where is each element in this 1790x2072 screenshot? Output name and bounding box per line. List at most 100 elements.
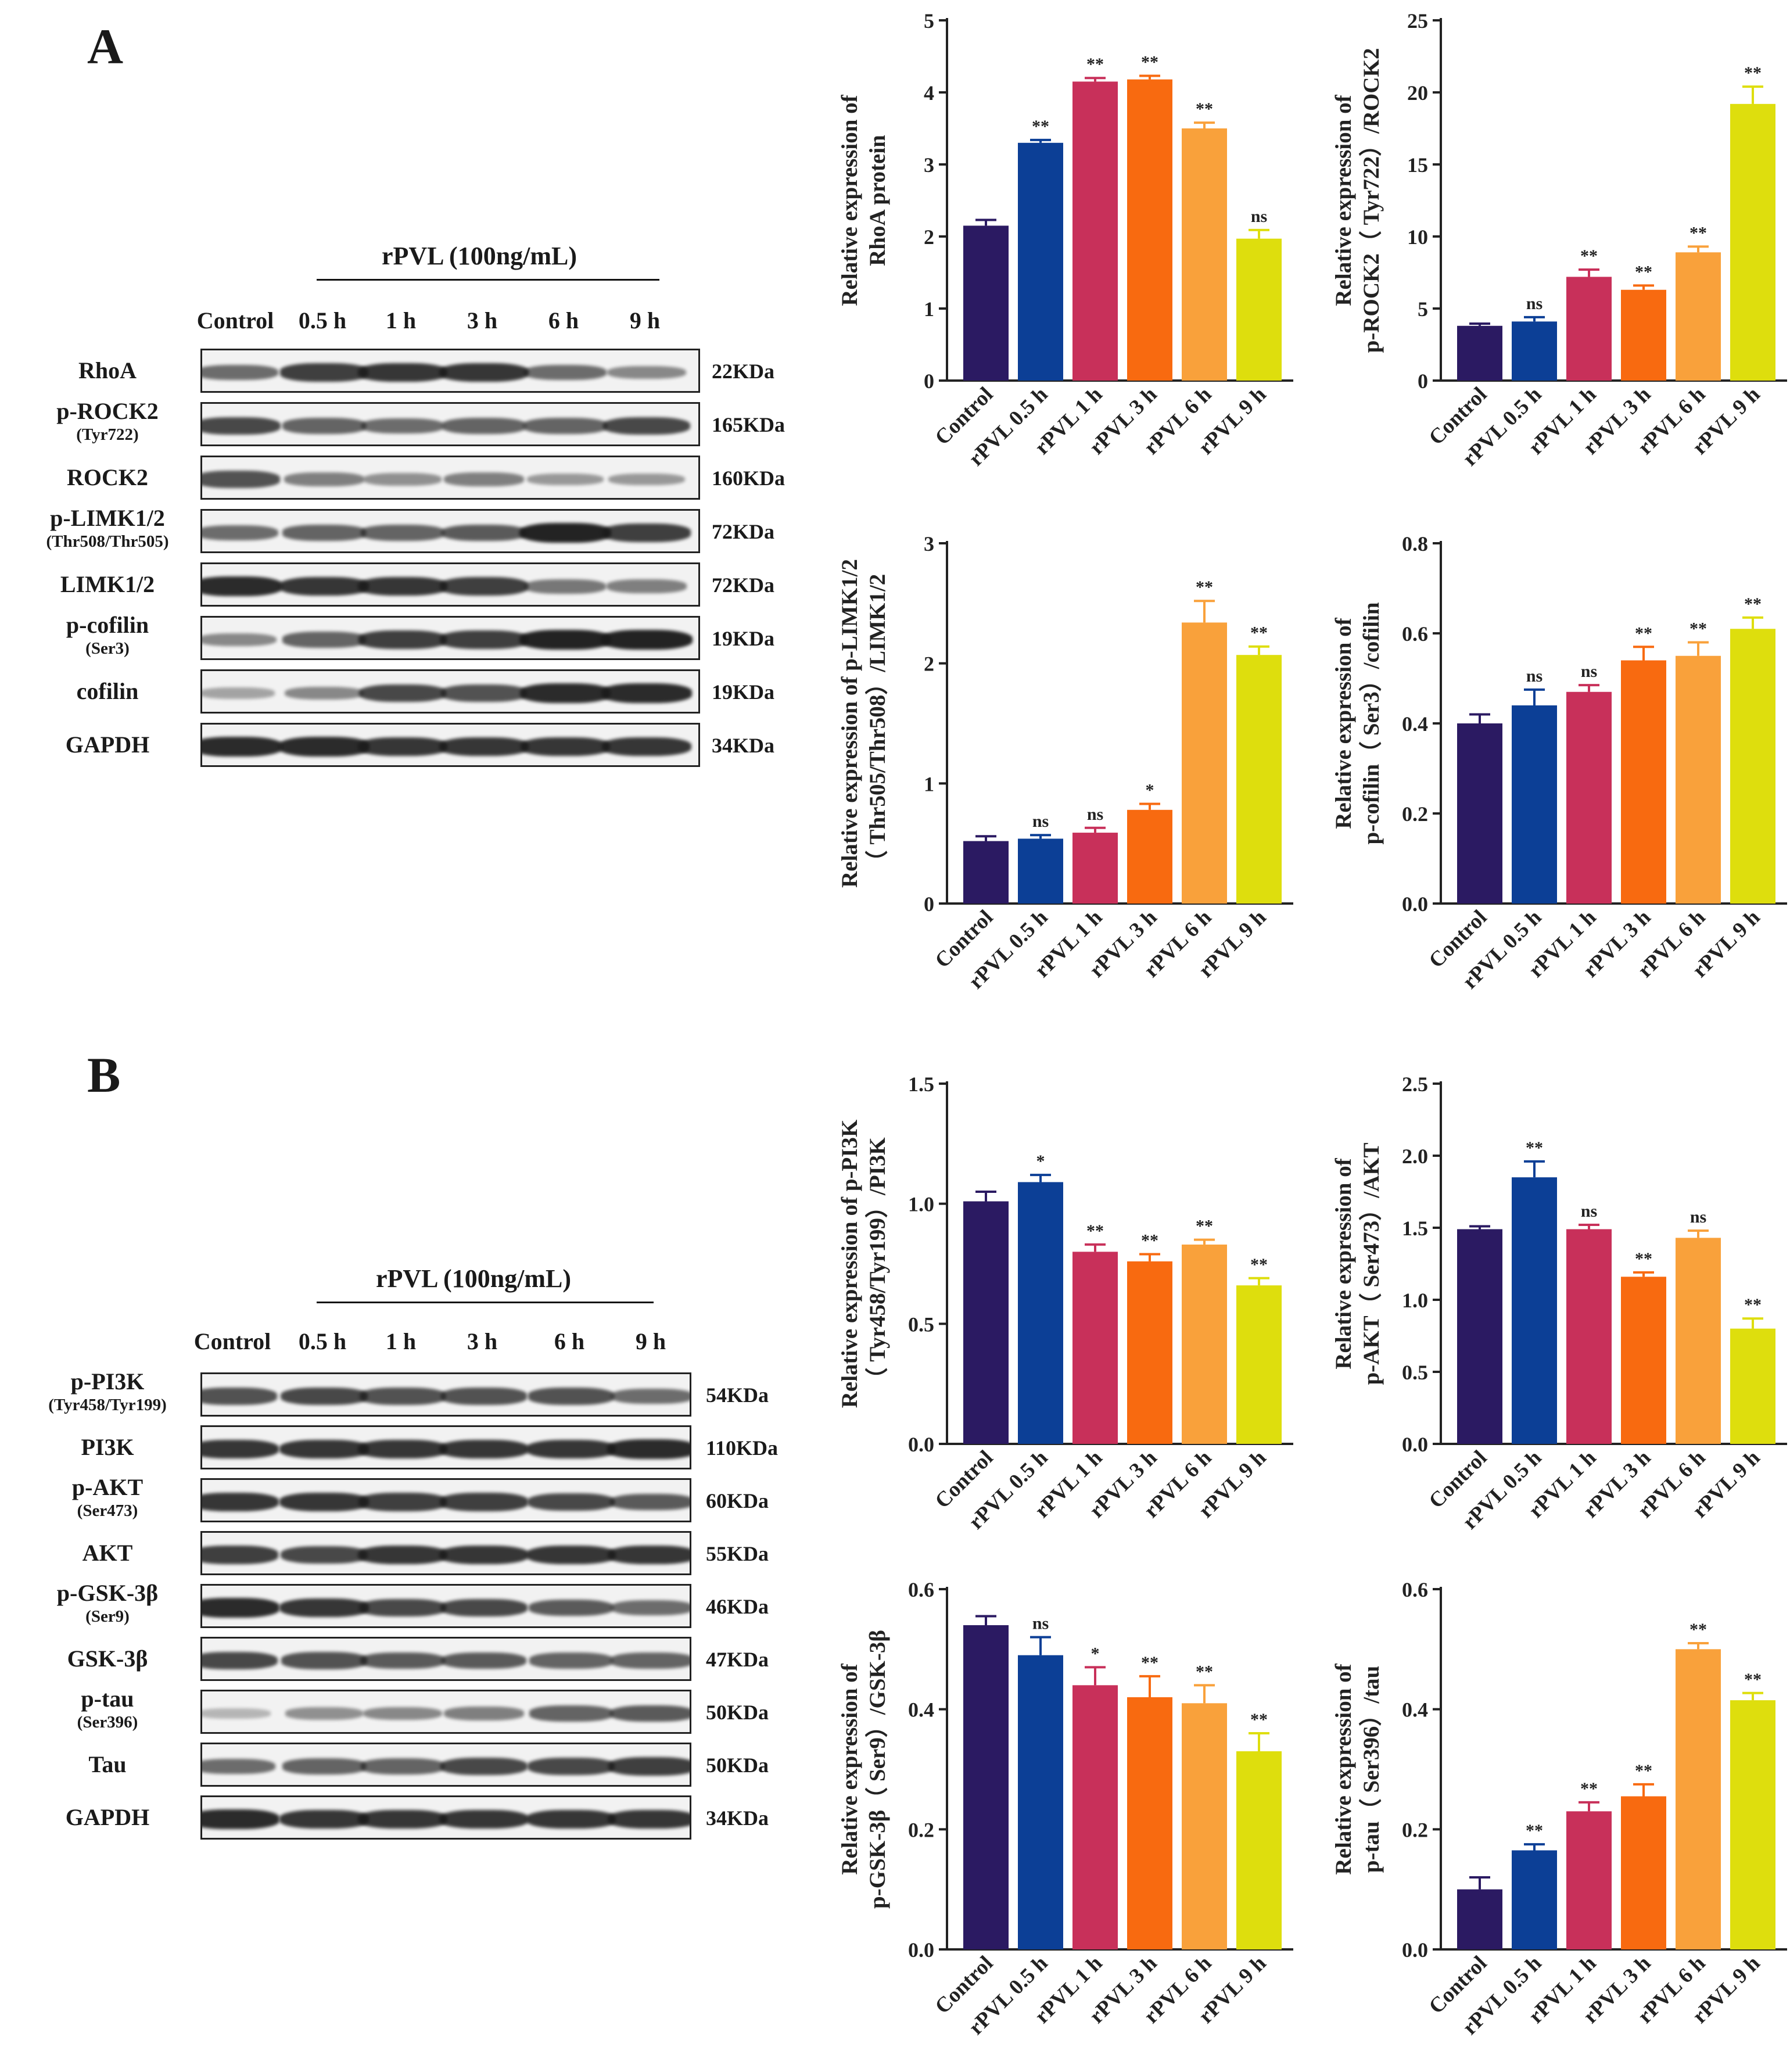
protein-label: p-cofilin <box>66 612 149 638</box>
bar <box>1018 1182 1063 1444</box>
chart-p-cofilin: Relative expression of p-cofilin（ Ser3）/c… <box>1331 532 1787 994</box>
significance-marker: ** <box>1689 223 1707 242</box>
protein-band <box>279 1492 369 1512</box>
protein-label: GSK-3β <box>67 1646 148 1672</box>
protein-band <box>442 1652 526 1669</box>
bar <box>1512 705 1557 904</box>
significance-marker: ns <box>1032 1614 1049 1633</box>
significance-marker: ** <box>1635 1249 1652 1268</box>
significance-marker: ** <box>1580 246 1598 266</box>
y-tick-label: 0.2 <box>908 1818 934 1841</box>
y-tick-label: 1 <box>924 772 934 795</box>
bar <box>1566 691 1612 904</box>
y-axis-title: Relative expression of <box>1331 1157 1356 1369</box>
panel-letter-a: A <box>87 19 124 74</box>
protein-band <box>279 1598 369 1618</box>
molecular-weight-label: 19KDa <box>712 680 774 704</box>
significance-marker: * <box>1146 780 1154 800</box>
y-tick-label: 2.5 <box>1402 1073 1428 1096</box>
protein-band <box>442 524 526 542</box>
protein-band <box>282 1758 366 1775</box>
protein-band <box>601 683 692 703</box>
protein-band <box>282 525 366 541</box>
significance-marker: ** <box>1526 1138 1543 1157</box>
protein-band <box>607 1439 690 1459</box>
y-tick-label: 0.0 <box>1402 1433 1428 1456</box>
significance-marker: ** <box>1196 1217 1213 1236</box>
molecular-weight-label: 72KDa <box>712 520 774 543</box>
bar <box>1236 1285 1282 1444</box>
treatment-group-bracket <box>317 1302 654 1303</box>
lane-label: 9 h <box>635 1328 666 1354</box>
y-tick-label: 1.0 <box>908 1193 934 1216</box>
y-axis-title: （ Tyr458/Tyr199）/PI3K <box>865 1137 890 1390</box>
chart-p-tau: Relative expression of p-tau（ Ser396）/tau… <box>1331 1578 1787 2039</box>
significance-marker: ns <box>1690 1207 1706 1227</box>
bar <box>1182 1703 1227 1949</box>
bar <box>1127 809 1172 904</box>
protein-band <box>608 1545 690 1565</box>
significance-marker: ** <box>1744 1670 1762 1689</box>
significance-marker: ns <box>1581 1202 1597 1221</box>
significance-marker: ** <box>1196 578 1213 597</box>
bar <box>1621 289 1666 381</box>
significance-marker: ns <box>1581 662 1597 681</box>
protein-band <box>285 1707 363 1720</box>
y-tick-label: 4 <box>924 81 934 105</box>
bar <box>1182 128 1227 381</box>
phospho-site-label: (Ser473) <box>77 1501 138 1520</box>
significance-marker: ns <box>1526 294 1543 313</box>
y-tick-label: 0.0 <box>1402 1938 1428 1962</box>
molecular-weight-label: 47KDa <box>706 1648 769 1671</box>
blot-strip <box>200 1478 691 1522</box>
protein-band <box>439 1809 529 1829</box>
bar <box>1621 1796 1666 1949</box>
blot-strip <box>200 1795 691 1840</box>
protein-band <box>358 630 447 649</box>
protein-band <box>525 579 606 594</box>
protein-band <box>202 417 281 435</box>
protein-label: p-AKT <box>71 1474 144 1500</box>
y-axis-title: Relative expression of <box>1331 94 1356 306</box>
y-tick-label: 0.0 <box>1402 892 1428 916</box>
bar <box>1730 629 1775 904</box>
y-tick-label: 0.0 <box>908 1433 934 1456</box>
phospho-site-label: (Ser9) <box>85 1607 130 1626</box>
treatment-group-bracket <box>317 279 659 281</box>
protein-label: p-tau <box>81 1686 134 1712</box>
lane-label: 0.5 h <box>298 1328 347 1354</box>
protein-band <box>202 1708 271 1719</box>
y-axis-title: p-GSK-3β（ Ser9）/GSK-3β <box>865 1630 890 1909</box>
protein-band <box>358 576 447 596</box>
protein-band <box>281 1546 368 1564</box>
protein-band <box>444 1707 524 1720</box>
molecular-weight-label: 160KDa <box>712 467 785 490</box>
protein-label: PI3K <box>81 1434 134 1460</box>
protein-band <box>526 1545 616 1565</box>
significance-marker: * <box>1036 1152 1045 1171</box>
protein-band <box>279 576 369 596</box>
chart-p-pi3k: Relative expression of p-PI3K （ Tyr458/Ty… <box>837 1073 1293 1534</box>
lane-label: 1 h <box>385 307 417 334</box>
protein-band <box>202 1492 279 1512</box>
protein-band <box>202 576 282 596</box>
blot-strip <box>200 1637 691 1681</box>
y-tick-label: 3 <box>924 532 934 555</box>
protein-band <box>603 417 690 435</box>
protein-band <box>279 737 370 757</box>
protein-band <box>361 1758 444 1775</box>
protein-band <box>281 1387 368 1406</box>
protein-band <box>527 473 604 486</box>
blot-strip <box>200 669 700 714</box>
bar <box>1512 1850 1557 1949</box>
protein-band <box>441 684 527 702</box>
bar <box>1676 655 1721 904</box>
significance-marker: ** <box>1635 1761 1652 1780</box>
treatment-group-label: rPVL (100ng/mL) <box>381 242 577 270</box>
bar <box>1018 838 1063 904</box>
protein-band <box>519 522 611 543</box>
significance-marker: ** <box>1141 1653 1158 1672</box>
protein-label: cofilin <box>76 678 139 704</box>
protein-band <box>528 1388 614 1405</box>
y-tick-label: 15 <box>1407 153 1428 177</box>
